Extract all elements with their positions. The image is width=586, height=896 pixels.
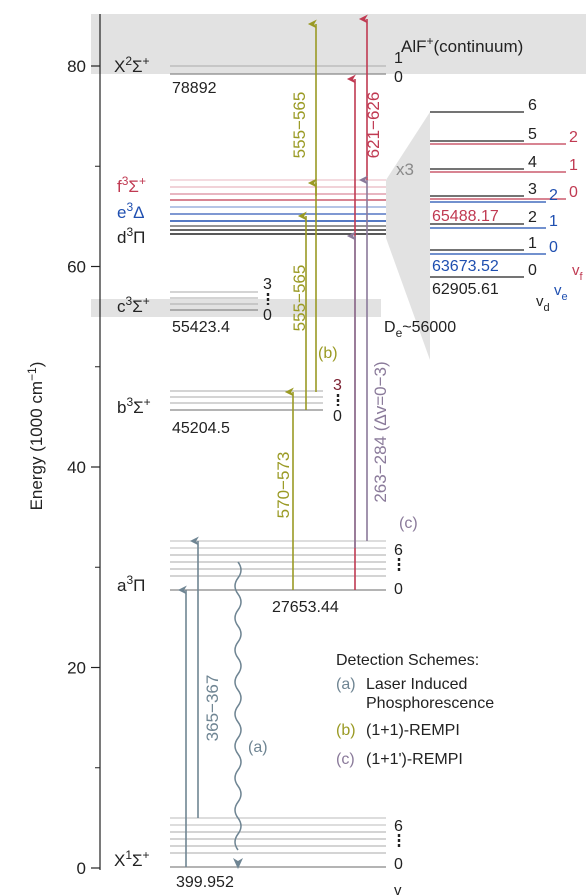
legend-a-line2: Phosphorescence (366, 695, 494, 712)
state-d3Pi: d3Π (117, 225, 386, 247)
vib-top-a3: 6 (394, 542, 403, 559)
state-X2Sigma: X2Σ+ 78892 1 0 (114, 50, 403, 97)
vib-bottom-c3: 0 (263, 307, 272, 324)
legend-c-tag: (c) (336, 751, 355, 768)
vib-top-c3: 3 (263, 276, 272, 293)
state-c3Sigma: c3Σ+ 55423.4 3 0 (117, 276, 272, 336)
label-365-367: 365−367 (203, 675, 222, 742)
state-energy-c3: 55423.4 (172, 319, 230, 336)
state-label-f3: f3Σ+ (117, 174, 146, 196)
y-tick-label: 40 (67, 458, 86, 477)
legend-a-tag: (a) (336, 676, 356, 693)
detection-schemes-legend: Detection Schemes: (a) Laser Induced Pho… (336, 652, 494, 768)
transitions-olive: 555−565 555−565 570−573 (b) (274, 19, 338, 590)
inset-d-vib-label: 1 (528, 235, 537, 252)
vib-bottom-X1: 0 (394, 856, 403, 873)
inset-d-vib-label: 3 (528, 181, 537, 198)
legend-a-line1: Laser Induced (366, 676, 467, 693)
state-label-a3: a3Π (117, 573, 145, 595)
inset-d-vib-label: 2 (528, 209, 537, 226)
inset-vd-label: vd (536, 293, 550, 314)
inset-f-vib-label: 2 (569, 129, 578, 146)
inset-d-energy: 62905.61 (432, 281, 499, 298)
state-label-X1: X1Σ+ (114, 848, 150, 870)
y-tick-label: 20 (67, 659, 86, 678)
state-X1Sigma: X1Σ+ 399.952 6 0 v (114, 817, 403, 896)
state-energy-X1: 399.952 (176, 874, 234, 891)
inset-d-vib-label: 6 (528, 97, 537, 114)
label-621-626: 621−626 (364, 92, 383, 159)
inset-e-energy: 63673.52 (432, 258, 499, 275)
inset-f-labels: 2 1 0 (569, 129, 578, 201)
inset-zoom-label: x3 (396, 160, 414, 179)
y-axis-ticks: 0 20 40 60 80 (67, 57, 100, 878)
state-energy-b3: 45204.5 (172, 420, 230, 437)
phosphorescence-arrowhead (233, 858, 243, 869)
label-c: (c) (399, 515, 418, 532)
inset-e-vib-label: 2 (549, 187, 558, 204)
state-label-d3: d3Π (117, 225, 145, 247)
vib-top-X1: 6 (394, 818, 403, 835)
inset-f-energy: 65488.17 (432, 208, 499, 225)
inset-d-vib-label: 0 (528, 262, 537, 279)
legend-b-tag: (b) (336, 722, 356, 739)
label-b: (b) (318, 345, 338, 362)
legend-c-text: (1+1')-REMPI (366, 751, 463, 768)
state-energy-X2: 78892 (172, 80, 217, 97)
inset-d-labels: 6 5 4 3 2 1 0 (528, 97, 537, 279)
state-energy-a3: 27653.44 (272, 599, 339, 616)
inset-vf-label: vf (572, 262, 584, 283)
inset-e-vib-label: 0 (549, 239, 558, 256)
inset-f-vib-label: 0 (569, 184, 578, 201)
state-e3Delta: e3Δ (117, 199, 386, 222)
dissociation-energy-label: De~56000 (384, 319, 456, 340)
vib-top-b3: 3 (333, 377, 342, 394)
y-tick-label: 0 (77, 859, 86, 878)
vib-bottom-X2: 0 (394, 69, 403, 86)
y-axis: 0 20 40 60 80 Energy (1000 cm−1) (25, 14, 101, 878)
vib-quantum-label-X1: v (394, 882, 402, 896)
transitions-slate: 365−367 (a) (177, 536, 268, 869)
state-label-e3: e3Δ (117, 200, 145, 222)
label-a: (a) (248, 739, 268, 756)
label-555-565-lower: 555−565 (290, 265, 309, 332)
continuum-label: AlF+(continuum) (401, 34, 523, 56)
legend-b-text: (1+1)-REMPI (366, 722, 460, 739)
inset-d-vib-label: 5 (528, 126, 537, 143)
dissociation-band (91, 299, 381, 317)
state-label-X2: X2Σ+ (114, 54, 150, 76)
label-555-565-upper: 555−565 (290, 92, 309, 159)
state-label-b3: b3Σ+ (117, 395, 151, 417)
phosphorescence-wavy-arrow (234, 561, 242, 851)
inset-d-vib-label: 4 (528, 154, 537, 171)
label-263-284: 263−284 (Δv=0−3) (371, 361, 390, 502)
state-label-c3: c3Σ+ (117, 294, 150, 316)
inset-f-vib-label: 1 (569, 157, 578, 174)
vib-top-X2: 1 (394, 50, 403, 67)
state-b3Sigma: b3Σ+ 45204.5 3 0 (117, 377, 342, 437)
continuum-band (91, 14, 586, 74)
label-570-573: 570−573 (274, 452, 293, 519)
legend-title: Detection Schemes: (336, 652, 479, 669)
vib-bottom-a3: 0 (394, 581, 403, 598)
transitions-violet: 263−284 (Δv=0−3) (c) (346, 175, 418, 548)
y-tick-label: 60 (67, 258, 86, 277)
state-f3Sigma: f3Σ+ (117, 174, 386, 196)
y-tick-label: 80 (67, 57, 86, 76)
inset-e-vib-label: 1 (549, 213, 558, 230)
state-a3Pi: a3Π 27653.44 6 0 (117, 540, 403, 616)
inset-e-labels: 2 1 0 (549, 187, 558, 256)
inset-ve-label: ve (554, 282, 568, 303)
y-axis-label: Energy (1000 cm−1) (25, 362, 46, 511)
inset-zoom-connector (386, 112, 430, 360)
vib-bottom-b3: 0 (333, 408, 342, 425)
